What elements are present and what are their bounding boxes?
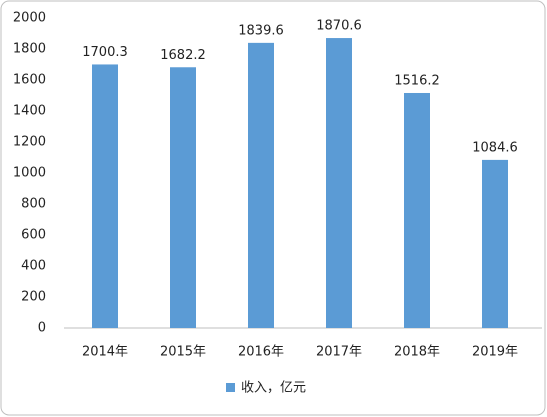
y-tick-label: 1200 bbox=[13, 135, 46, 150]
bar bbox=[92, 64, 118, 329]
y-tick-label: 1800 bbox=[13, 42, 46, 57]
data-label: 1839.6 bbox=[238, 23, 284, 38]
legend-swatch bbox=[226, 383, 235, 392]
data-label: 1682.2 bbox=[160, 48, 206, 63]
bar bbox=[326, 38, 352, 328]
x-tick-label: 2017年 bbox=[316, 345, 362, 360]
x-tick-label: 2015年 bbox=[160, 345, 206, 360]
data-label: 1700.3 bbox=[82, 45, 128, 60]
data-label: 1870.6 bbox=[316, 19, 362, 34]
y-tick-label: 0 bbox=[38, 321, 46, 336]
y-tick-label: 200 bbox=[21, 290, 46, 305]
bar bbox=[482, 159, 508, 328]
bar bbox=[248, 42, 274, 328]
y-tick-label: 2000 bbox=[13, 11, 46, 26]
y-tick-label: 800 bbox=[21, 197, 46, 212]
data-label: 1084.6 bbox=[472, 140, 518, 155]
x-tick-label: 2019年 bbox=[472, 345, 518, 360]
y-tick-label: 1000 bbox=[13, 166, 46, 181]
y-tick-label: 400 bbox=[21, 259, 46, 274]
x-tick-label: 2018年 bbox=[394, 345, 440, 360]
x-tick-label: 2016年 bbox=[238, 345, 284, 360]
bar bbox=[170, 67, 196, 328]
y-tick-label: 1600 bbox=[13, 73, 46, 88]
y-tick-label: 1400 bbox=[13, 104, 46, 119]
y-tick-label: 600 bbox=[21, 228, 46, 243]
bar bbox=[404, 92, 430, 328]
legend-label: 收入，亿元 bbox=[241, 381, 306, 396]
data-label: 1516.2 bbox=[394, 73, 440, 88]
x-tick-label: 2014年 bbox=[82, 345, 128, 360]
